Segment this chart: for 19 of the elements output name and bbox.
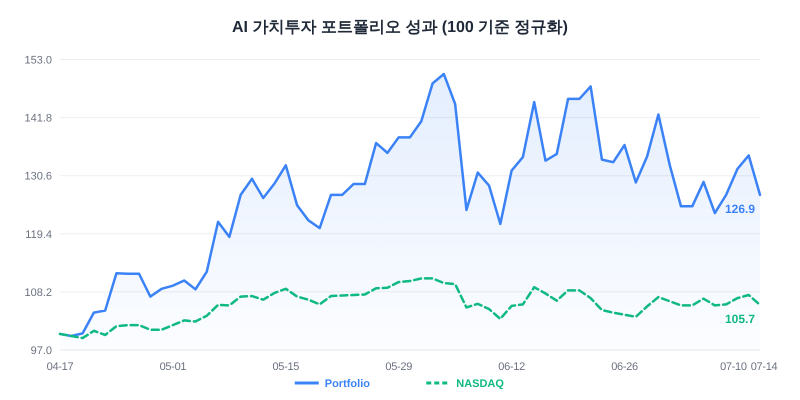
x-tick-label: 07-10 <box>720 361 747 373</box>
title: AI 가치투자 포트폴리오 성과 (100 기준 정규화) <box>232 19 568 36</box>
x-tick-label: 07-14 <box>750 361 778 373</box>
y-tick-label: 97.0 <box>30 345 52 357</box>
data-label: 105.7 <box>724 312 756 326</box>
y-tick-label: 153.0 <box>24 54 52 66</box>
y-tick-label: 119.4 <box>25 228 52 241</box>
y-tick-label: 108.2 <box>24 286 52 299</box>
x-tick-label: 05-01 <box>160 361 186 373</box>
x-tick-label: 04-17 <box>46 361 74 373</box>
x-tick-label: 06-26 <box>611 361 638 373</box>
x-tick-label: 06-12 <box>498 361 526 373</box>
x-tick-label: 05-29 <box>385 361 412 373</box>
y-tick-label: 141.8 <box>24 112 52 125</box>
x-tick-label: 05-15 <box>272 361 300 373</box>
legend-label: NASDAQ <box>456 378 504 390</box>
y-tick-label: 130.6 <box>24 170 52 183</box>
legend-label: Portfolio <box>324 378 370 390</box>
data-label: 126.9 <box>724 202 756 216</box>
